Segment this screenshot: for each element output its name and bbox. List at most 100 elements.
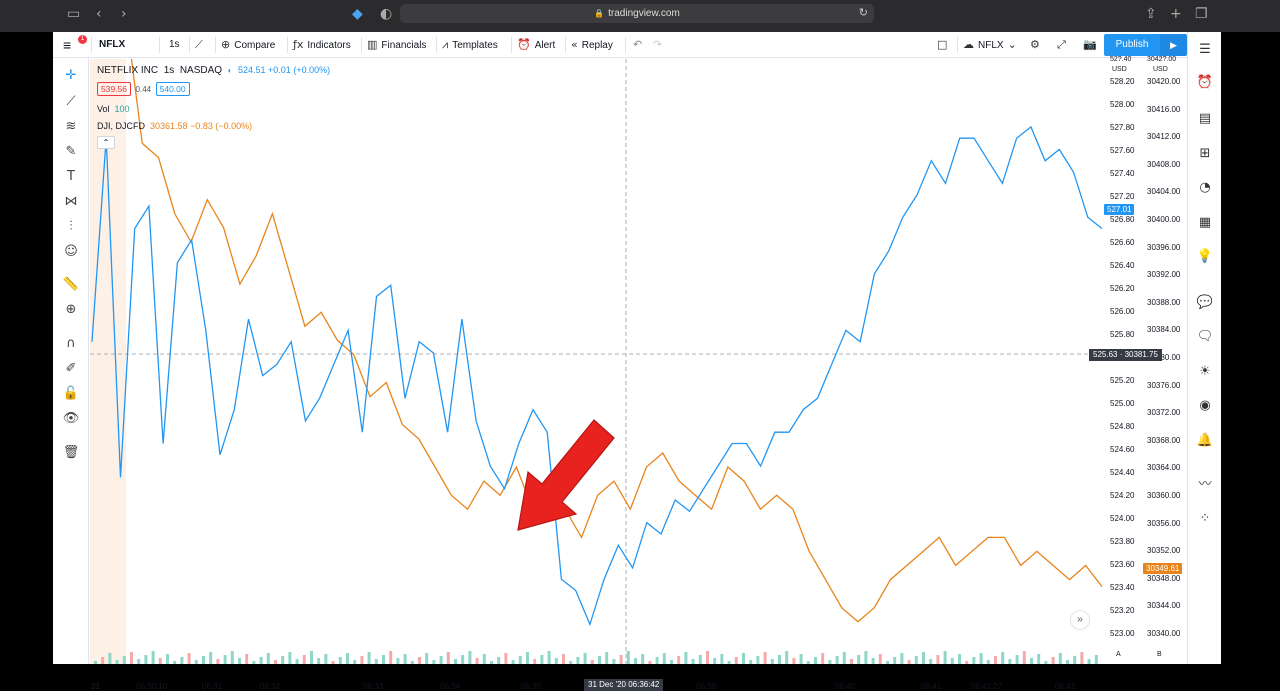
ideas-stream-icon[interactable]: ☀: [1199, 364, 1211, 379]
volume-bar: [310, 651, 313, 664]
prediction-tool-icon[interactable]: ⫶: [69, 219, 73, 234]
eye-icon[interactable]: 👁: [62, 411, 80, 426]
lock-drawings-icon[interactable]: 🔓: [62, 386, 80, 401]
messages-icon[interactable]: 🗨: [1196, 329, 1214, 344]
bar-chart-icon: ▥: [367, 38, 378, 51]
forward-icon[interactable]: ›: [121, 6, 127, 22]
financials-button[interactable]: ▥ Financials: [367, 32, 426, 58]
sidebar-toggle-icon[interactable]: ▭: [67, 6, 81, 22]
watchlist-icon[interactable]: ☰: [1199, 42, 1211, 57]
new-tab-icon[interactable]: +: [1170, 6, 1182, 22]
emoji-icon[interactable]: ☺: [64, 244, 78, 259]
notifications-bell-icon[interactable]: 🔔: [1196, 433, 1214, 448]
zoom-in-icon[interactable]: ⊕: [65, 302, 77, 317]
symbol-search-button[interactable]: NFLX: [99, 39, 126, 50]
trading-panel-icon[interactable]: 〰: [1198, 477, 1212, 492]
ruler-icon[interactable]: 📏: [62, 277, 80, 292]
y-tick: 524.00: [1110, 514, 1135, 523]
volume-bar: [734, 657, 738, 664]
publish-button[interactable]: Publish: [1104, 34, 1160, 56]
brush-icon[interactable]: ✎: [65, 144, 77, 159]
object-tree-icon[interactable]: ⊞: [1199, 146, 1211, 161]
volume-bar: [612, 659, 616, 664]
layout-save-button[interactable]: ☁ NFLX ⌄: [963, 32, 1021, 58]
reload-icon[interactable]: ↻: [858, 7, 868, 19]
ideas-lightbulb-icon[interactable]: 💡: [1196, 249, 1214, 264]
alert-button[interactable]: ⏰ Alert: [517, 32, 555, 58]
gear-icon: ⚙: [1030, 38, 1040, 51]
chart-style-button[interactable]: ⟋: [195, 32, 207, 58]
fullscreen-button[interactable]: ⤢: [1057, 32, 1070, 58]
more-dots-icon[interactable]: ⁘: [1199, 511, 1211, 526]
templates-label: Templates: [452, 40, 498, 51]
volume-bar: [288, 652, 292, 664]
y-tick: 523.20: [1110, 606, 1135, 615]
compare-legend[interactable]: DJI, DJCFD 30361.58 −0.83 (−0.00%): [97, 121, 252, 131]
chart-pane[interactable]: NETFLIX INC 1s NASDAQ ◐ 524.51 +0.01 (+0…: [90, 59, 1104, 691]
data-window-icon[interactable]: ▤: [1198, 111, 1212, 126]
bid-price[interactable]: 539.56: [97, 82, 131, 96]
layout-button[interactable]: □: [937, 32, 951, 58]
hotlists-icon[interactable]: ◔: [1199, 180, 1211, 195]
volume-bar: [958, 654, 961, 664]
templates-button[interactable]: ⩘ Templates: [442, 32, 498, 58]
main-series-legend[interactable]: NETFLIX INC 1s NASDAQ ◐ 524.51 +0.01 (+0…: [97, 65, 330, 76]
volume-bar: [173, 661, 177, 664]
menu-icon[interactable]: ≡: [63, 37, 72, 53]
volume-bar: [540, 655, 544, 664]
volume-bar: [943, 651, 947, 664]
volume-legend[interactable]: Vol 100: [97, 104, 130, 114]
share-icon[interactable]: ⇪: [1145, 6, 1157, 22]
chats-icon[interactable]: 💬: [1196, 295, 1214, 310]
pattern-tool-icon[interactable]: ⋈: [64, 194, 78, 209]
indicators-button[interactable]: ƒx Indicators: [293, 32, 351, 58]
y-tick: 527.80: [1110, 123, 1135, 132]
dji-price-scale[interactable]: 3042?.00 USD B 30420.00 30416.00 30412.00 3…: [1143, 56, 1187, 664]
chart-canvas[interactable]: [90, 59, 1104, 664]
trash-icon[interactable]: 🗑: [62, 445, 80, 460]
collapse-legend-button[interactable]: ⌃: [97, 136, 115, 149]
replay-icon: «: [571, 38, 578, 51]
privacy-shield-icon[interactable]: ◐: [380, 6, 393, 22]
y-tick: 526.80: [1110, 215, 1135, 224]
alerts-clock-icon[interactable]: ⏰: [1196, 75, 1214, 90]
scale-auto-button[interactable]: A: [1116, 651, 1121, 658]
volume-bar: [533, 659, 537, 664]
interval-button[interactable]: 1s: [169, 39, 180, 50]
text-tool-icon[interactable]: T: [67, 169, 75, 184]
scroll-to-realtime-button[interactable]: »: [1070, 610, 1090, 630]
volume-bar: [252, 661, 256, 664]
ask-price[interactable]: 540.00: [155, 82, 190, 96]
settings-button[interactable]: ⚙: [1030, 32, 1044, 58]
volume-bar: [994, 656, 997, 664]
stay-in-drawing-mode-icon[interactable]: ✐: [65, 361, 77, 376]
magnet-icon[interactable]: ∩: [66, 336, 76, 351]
volume-bar: [137, 659, 141, 664]
scale-unit-label: USD: [1153, 66, 1168, 73]
crosshair-icon[interactable]: ✛: [65, 68, 77, 83]
scale-b-button[interactable]: B: [1157, 651, 1162, 658]
fib-tool-icon[interactable]: ≋: [65, 119, 77, 134]
volume-bar: [202, 656, 205, 664]
undo-button[interactable]: ↶: [633, 32, 646, 58]
streams-icon[interactable]: ◉: [1199, 398, 1211, 413]
publish-play-button[interactable]: ▶: [1160, 34, 1187, 56]
trend-line-icon[interactable]: ⟋: [66, 94, 76, 109]
square-icon: □: [937, 38, 948, 51]
volume-bar: [101, 657, 105, 664]
y-tick: 30368.00: [1147, 435, 1181, 445]
snapshot-button[interactable]: 📷: [1083, 32, 1101, 58]
volume-bar: [317, 658, 321, 664]
nflx-price-scale[interactable]: 52?.40 USD A 528.20 528.00 527.80 527.60 527…: [1104, 56, 1141, 664]
volume-bar: [936, 655, 940, 664]
redo-icon: ↷: [653, 38, 663, 51]
address-bar[interactable]: 🔒 tradingview.com ↻: [400, 4, 874, 23]
tabs-overview-icon[interactable]: ❐: [1195, 6, 1208, 22]
compare-button[interactable]: ⊕ Compare: [221, 32, 275, 58]
redo-button[interactable]: ↷: [653, 32, 666, 58]
back-icon[interactable]: ‹: [96, 6, 102, 22]
replay-button[interactable]: «Replay: [571, 32, 613, 58]
calendar-icon[interactable]: ▦: [1198, 215, 1212, 230]
tradingview-app: ≡ 1 NFLX 1s ⟋ ⊕ Compare ƒx Indicators ▥ Fin…: [53, 32, 1221, 691]
tradingview-extension-icon[interactable]: ◆: [352, 6, 363, 22]
